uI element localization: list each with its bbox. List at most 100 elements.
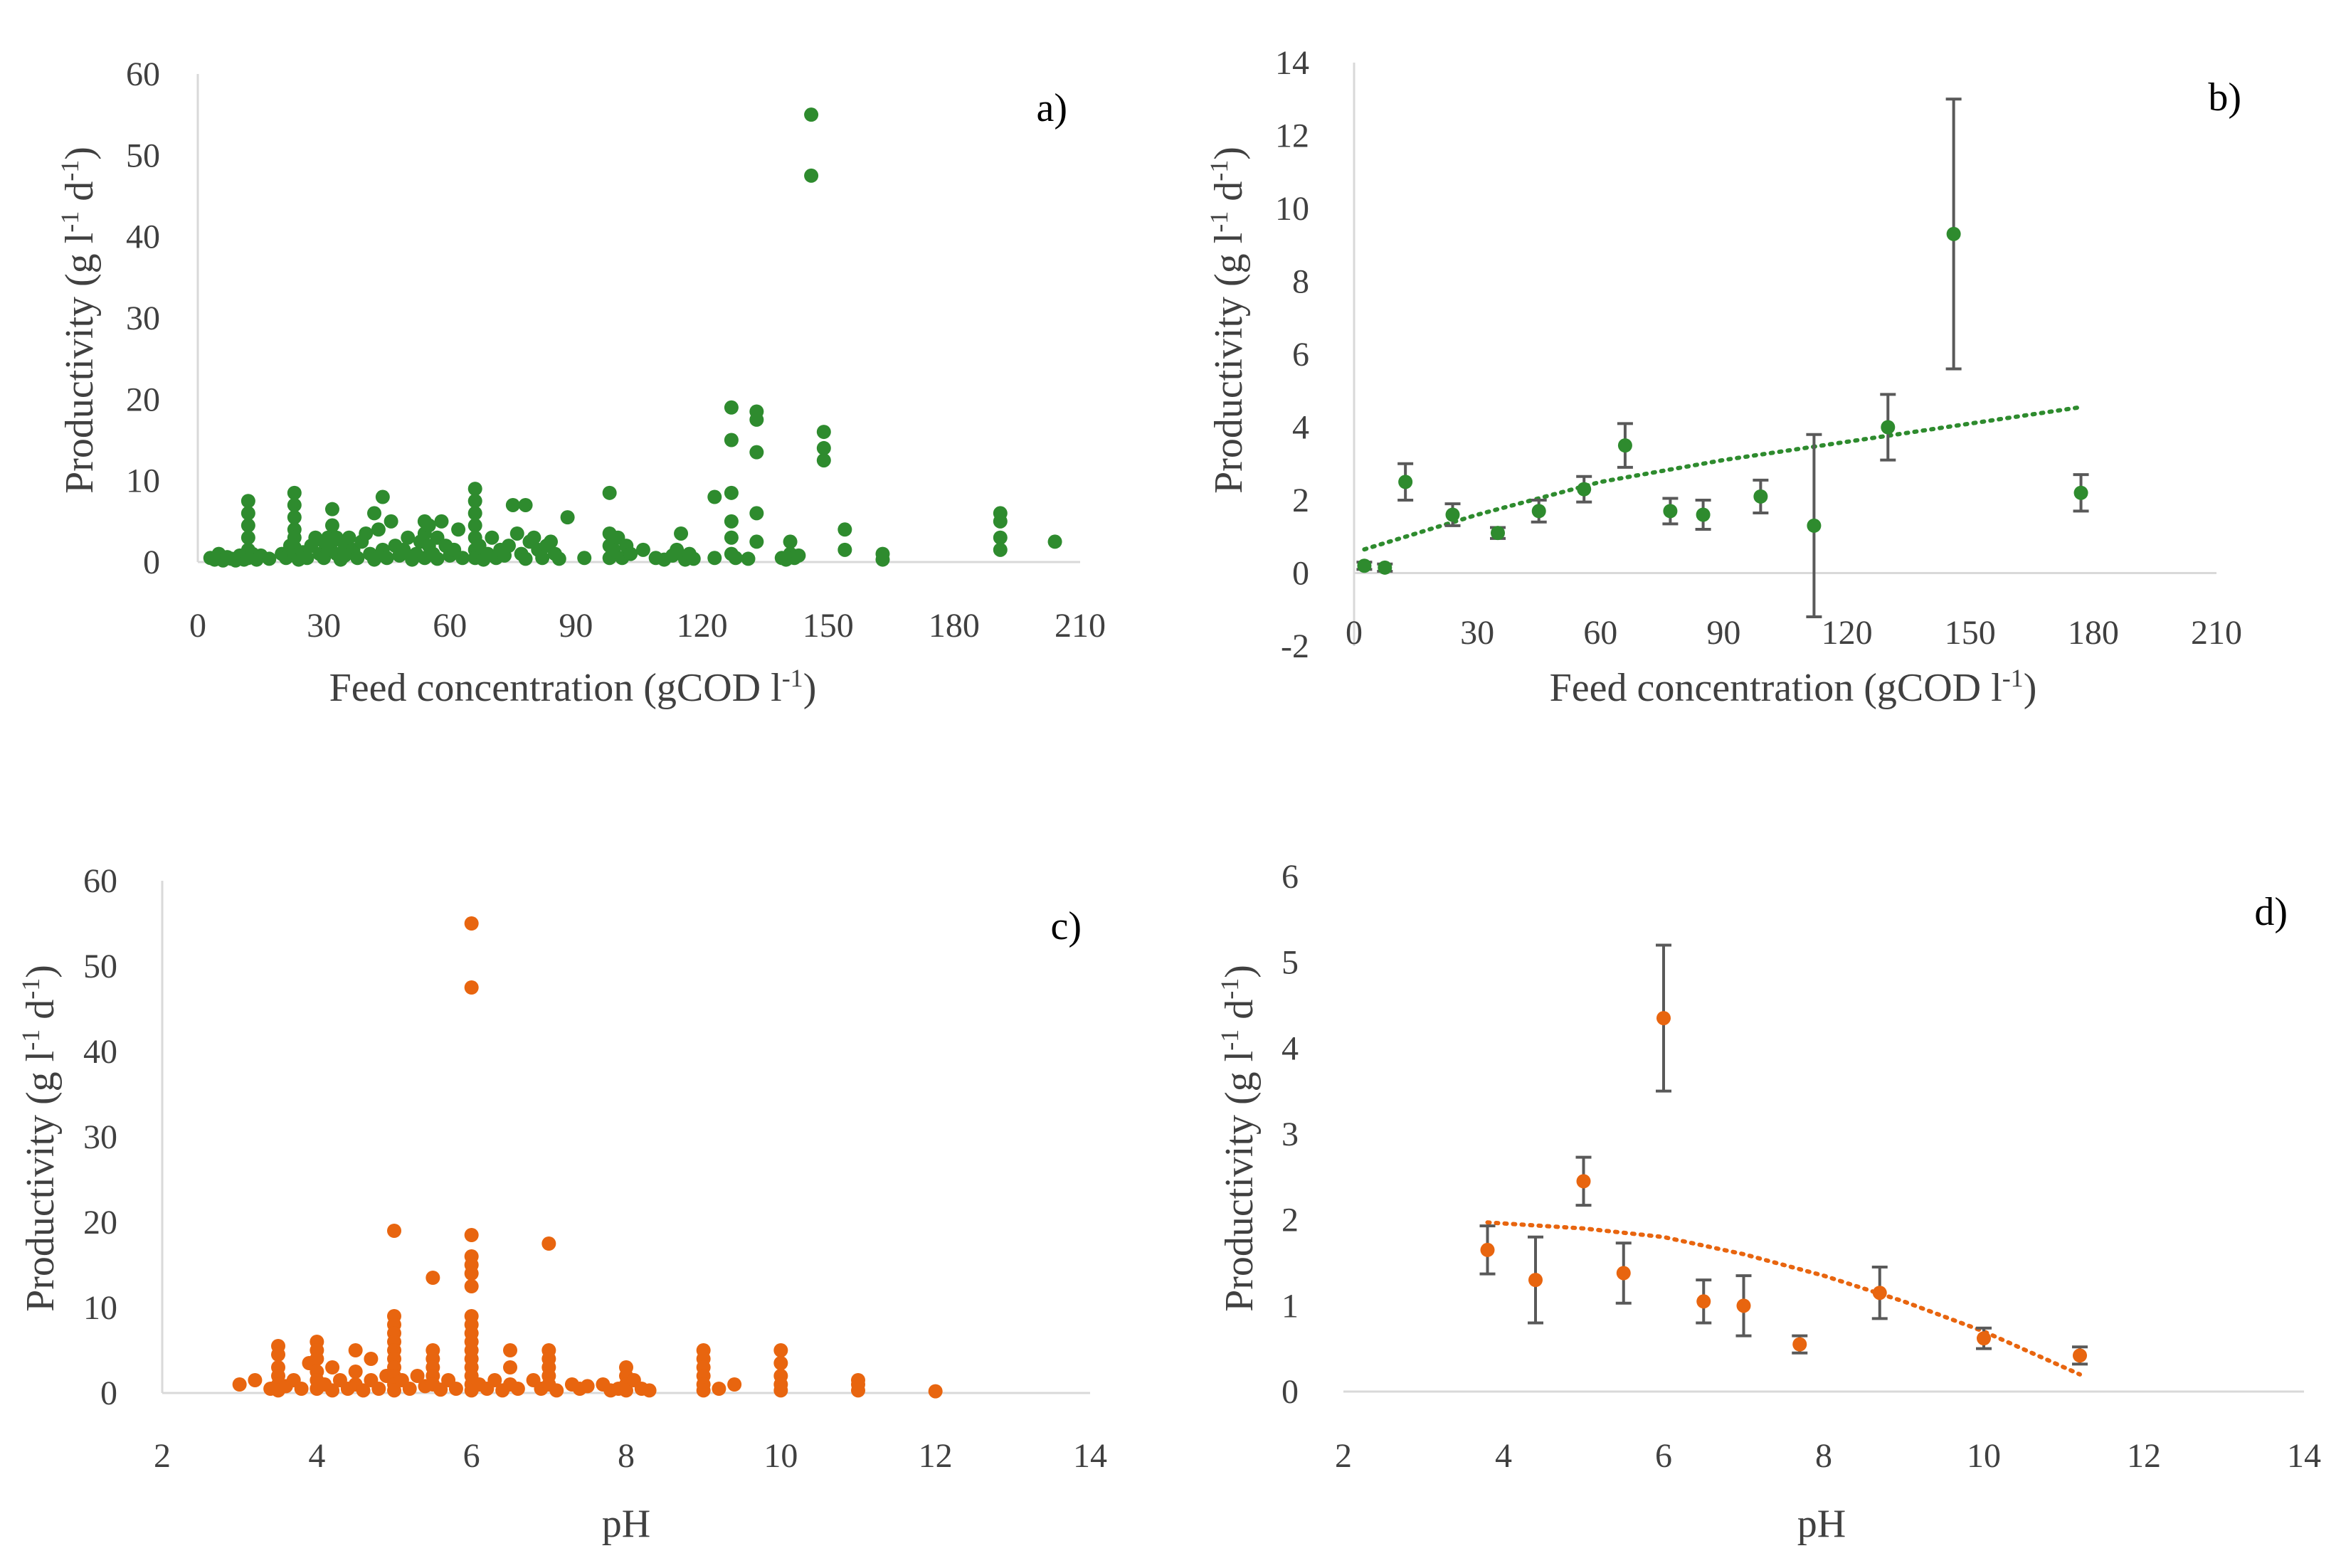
data-point [324, 518, 339, 533]
panel-c: c) pH Productivity (g l-1 d-1) 2 4 6 8 10 12 1… [16, 862, 1107, 1546]
data-point [623, 546, 638, 561]
y-axis-label: Productivity (g l-1 d-1) [56, 147, 102, 494]
y-tick-label: 0 [100, 1374, 117, 1412]
data-point [241, 530, 255, 545]
data-point [271, 1347, 285, 1362]
trendline [1362, 405, 2083, 552]
data-point [510, 1382, 525, 1396]
data-point [348, 1343, 363, 1357]
data-point [464, 916, 479, 931]
data-point [1531, 504, 1546, 519]
data-point [724, 400, 739, 415]
data-point [696, 1383, 711, 1398]
data-point [310, 1352, 324, 1366]
x-tick-label: 120 [1822, 614, 1873, 652]
y-tick-label: 50 [83, 948, 117, 985]
data-point [816, 453, 831, 468]
x-tick-label: 60 [1583, 614, 1617, 652]
y-tick-label: 10 [83, 1289, 117, 1327]
data-point [1656, 1011, 1671, 1026]
data-point [467, 518, 482, 533]
data-point [503, 1360, 517, 1374]
data-point [426, 1271, 440, 1285]
x-axis-label: Feed concentration (gCOD l-1) [1550, 664, 2037, 710]
data-point [993, 542, 1008, 557]
data-point [371, 1382, 386, 1396]
panel-label: c) [1050, 904, 1082, 948]
data-point [619, 1383, 633, 1398]
data-point [375, 489, 390, 504]
data-point [727, 1377, 742, 1392]
data-point [1357, 558, 1372, 573]
y-tick-label: 20 [83, 1204, 117, 1241]
data-point [367, 506, 381, 521]
data-point [287, 510, 302, 525]
x-tick-label: 6 [463, 1437, 480, 1475]
panel-a: a) Feed concentration (gCOD l-1) Product… [56, 55, 1106, 710]
y-tick-label: 5 [1282, 944, 1299, 982]
data-point [1753, 489, 1768, 504]
data-point [773, 1343, 788, 1357]
data-point [773, 1383, 788, 1398]
data-point [387, 1224, 401, 1238]
data-point [501, 539, 516, 553]
data-point [464, 980, 479, 995]
x-tick-label: 180 [929, 607, 980, 645]
y-tick-label: 10 [1275, 190, 1309, 228]
data-point [993, 514, 1008, 529]
data-point [487, 1373, 502, 1387]
x-tick-label: 12 [2127, 1437, 2161, 1475]
y-tick-label: 40 [126, 218, 160, 256]
y-tick-label: 60 [126, 55, 160, 93]
data-point [1398, 475, 1413, 489]
data-point [294, 1382, 309, 1396]
data-point [451, 522, 466, 537]
data-point [712, 1382, 726, 1396]
data-point [791, 548, 806, 563]
x-tick-label: 0 [189, 607, 206, 645]
x-tick-label: 0 [1346, 614, 1363, 652]
y-tick-label: 2 [1292, 482, 1309, 519]
y-tick-label: 40 [83, 1033, 117, 1071]
x-tick-label: 90 [1706, 614, 1740, 652]
x-tick-label: 180 [2068, 614, 2119, 652]
data-point [544, 534, 558, 549]
y-tick-label: 20 [126, 381, 160, 418]
data-point [241, 518, 255, 533]
y-tick-label: 4 [1282, 1029, 1299, 1067]
data-point [485, 530, 500, 545]
data-point [324, 502, 339, 517]
x-tick-label: 210 [2191, 614, 2242, 652]
data-point [401, 530, 416, 545]
data-point [387, 1383, 401, 1398]
data-point [837, 522, 852, 537]
x-tick-label: 12 [919, 1437, 953, 1475]
data-point [503, 1343, 517, 1357]
data-point [1528, 1273, 1543, 1288]
data-point [851, 1383, 865, 1398]
data-point [724, 514, 739, 529]
data-point [325, 1383, 340, 1398]
x-tick-label: 10 [763, 1437, 798, 1475]
data-point [527, 530, 541, 545]
data-point [2073, 1348, 2087, 1363]
x-tick-label: 14 [2287, 1437, 2321, 1475]
data-point [464, 1279, 479, 1293]
data-point [670, 542, 685, 557]
data-point [1047, 534, 1062, 549]
y-tick-label: 12 [1275, 117, 1309, 155]
data-point [1663, 504, 1678, 519]
data-point [348, 1365, 363, 1379]
panel-label: a) [1036, 86, 1067, 130]
data-point [1946, 226, 1961, 241]
data-point [241, 494, 255, 509]
data-point [1445, 507, 1460, 522]
y-tick-label: 8 [1292, 263, 1309, 301]
data-point [1807, 518, 1822, 533]
data-point [875, 552, 890, 567]
x-axis-label: Feed concentration (gCOD l-1) [329, 664, 817, 710]
data-point [1617, 438, 1632, 453]
y-tick-label: -2 [1281, 627, 1309, 665]
data-point [928, 1384, 943, 1399]
